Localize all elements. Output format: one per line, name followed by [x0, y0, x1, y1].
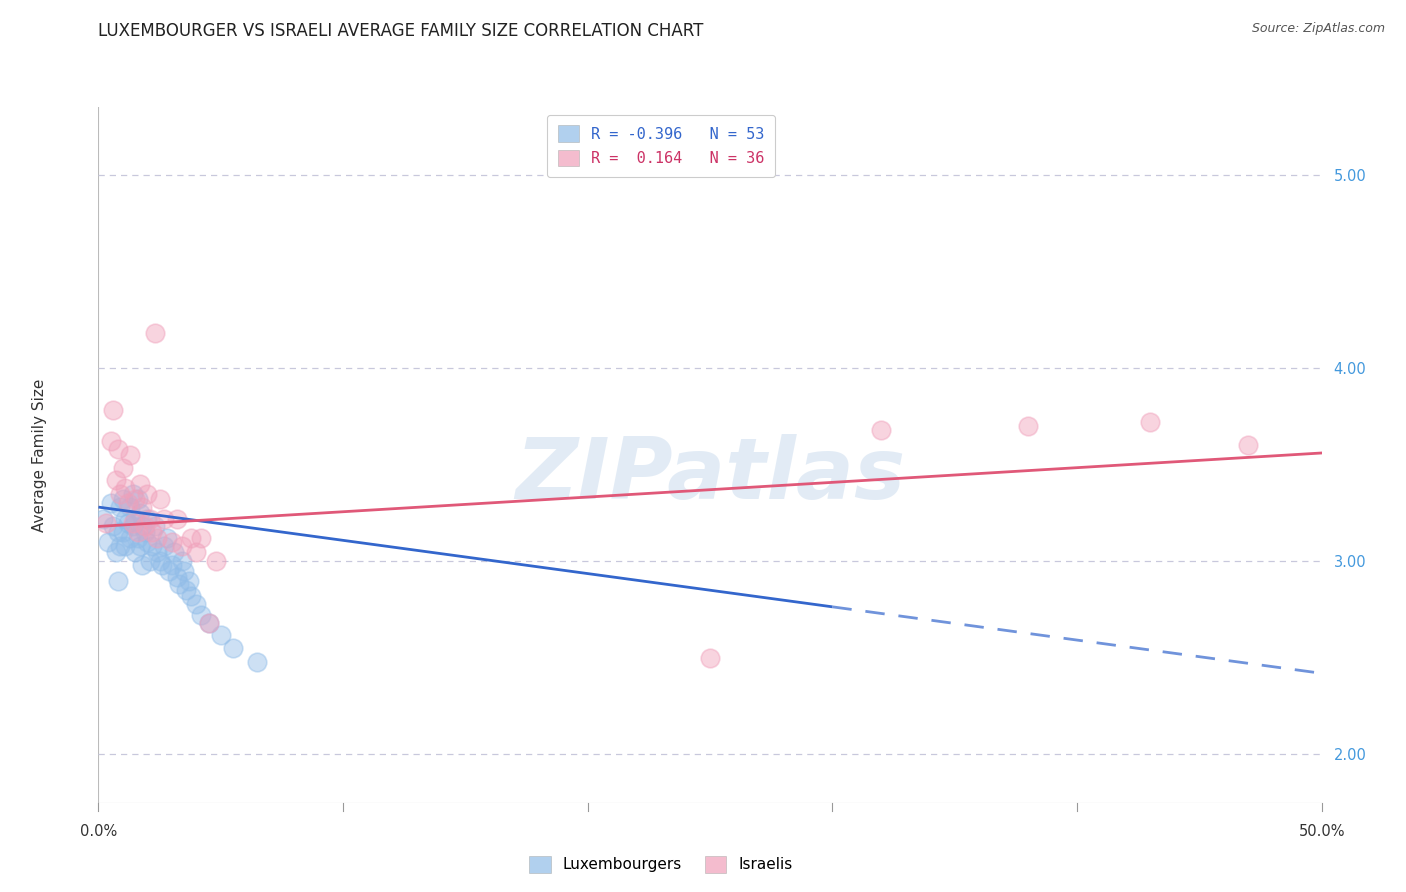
Point	[117, 516, 139, 530]
Point	[153, 511, 176, 525]
Point	[104, 473, 127, 487]
Point	[156, 531, 179, 545]
Point	[246, 655, 269, 669]
Text: 50.0%: 50.0%	[1298, 823, 1346, 838]
Point	[107, 574, 129, 588]
Point	[100, 496, 122, 510]
Point	[124, 492, 146, 507]
Point	[121, 519, 143, 533]
Point	[1017, 419, 1039, 434]
Point	[136, 511, 159, 525]
Point	[167, 577, 190, 591]
Point	[111, 525, 134, 540]
Point	[190, 531, 212, 545]
Point	[180, 589, 202, 603]
Point	[149, 492, 172, 507]
Point	[104, 544, 127, 558]
Point	[166, 570, 188, 584]
Point	[110, 486, 132, 500]
Point	[94, 516, 117, 530]
Point	[97, 534, 120, 549]
Point	[146, 544, 169, 558]
Point	[1237, 438, 1260, 452]
Point	[180, 531, 202, 545]
Point	[129, 476, 152, 491]
Point	[1139, 415, 1161, 429]
Point	[111, 492, 134, 507]
Point	[170, 539, 193, 553]
Point	[139, 511, 162, 525]
Text: ZIPatlas: ZIPatlas	[515, 434, 905, 517]
Point	[121, 486, 143, 500]
Point	[197, 615, 219, 630]
Point	[127, 531, 149, 545]
Point	[177, 574, 200, 588]
Point	[157, 564, 180, 578]
Point	[160, 558, 183, 573]
Point	[190, 608, 212, 623]
Point	[173, 564, 195, 578]
Point	[114, 539, 136, 553]
Point	[127, 525, 149, 540]
Point	[120, 500, 142, 514]
Point	[149, 554, 172, 568]
Point	[141, 525, 163, 540]
Point	[134, 519, 156, 533]
Point	[131, 519, 153, 533]
Point	[101, 519, 124, 533]
Point	[186, 544, 208, 558]
Point	[131, 558, 153, 573]
Point	[114, 481, 136, 495]
Point	[91, 511, 114, 525]
Point	[143, 326, 166, 341]
Point	[134, 525, 156, 540]
Point	[176, 583, 198, 598]
Point	[124, 544, 146, 558]
Text: LUXEMBOURGER VS ISRAELI AVERAGE FAMILY SIZE CORRELATION CHART: LUXEMBOURGER VS ISRAELI AVERAGE FAMILY S…	[98, 22, 704, 40]
Point	[120, 531, 142, 545]
Point	[117, 496, 139, 510]
Point	[143, 519, 166, 533]
Point	[166, 511, 188, 525]
Point	[153, 539, 176, 553]
Point	[131, 500, 153, 514]
Point	[186, 597, 208, 611]
Point	[141, 539, 163, 553]
Point	[120, 448, 142, 462]
Point	[107, 442, 129, 457]
Point	[110, 539, 132, 553]
Point	[160, 534, 183, 549]
Text: Average Family Size: Average Family Size	[32, 378, 48, 532]
Point	[110, 500, 132, 514]
Point	[222, 641, 245, 656]
Point	[101, 403, 124, 417]
Point	[699, 651, 721, 665]
Text: Source: ZipAtlas.com: Source: ZipAtlas.com	[1251, 22, 1385, 36]
Point	[100, 434, 122, 449]
Point	[209, 628, 232, 642]
Point	[127, 492, 149, 507]
Point	[170, 554, 193, 568]
Point	[150, 558, 173, 573]
Point	[205, 554, 228, 568]
Point	[163, 544, 186, 558]
Point	[197, 615, 219, 630]
Point	[124, 511, 146, 525]
Point	[870, 423, 893, 437]
Legend: Luxembourgers, Israelis: Luxembourgers, Israelis	[523, 850, 799, 879]
Point	[136, 486, 159, 500]
Point	[114, 511, 136, 525]
Point	[129, 539, 152, 553]
Text: 0.0%: 0.0%	[80, 823, 117, 838]
Point	[107, 525, 129, 540]
Point	[121, 516, 143, 530]
Point	[111, 461, 134, 475]
Point	[129, 506, 152, 520]
Point	[146, 531, 169, 545]
Point	[136, 534, 159, 549]
Point	[139, 554, 162, 568]
